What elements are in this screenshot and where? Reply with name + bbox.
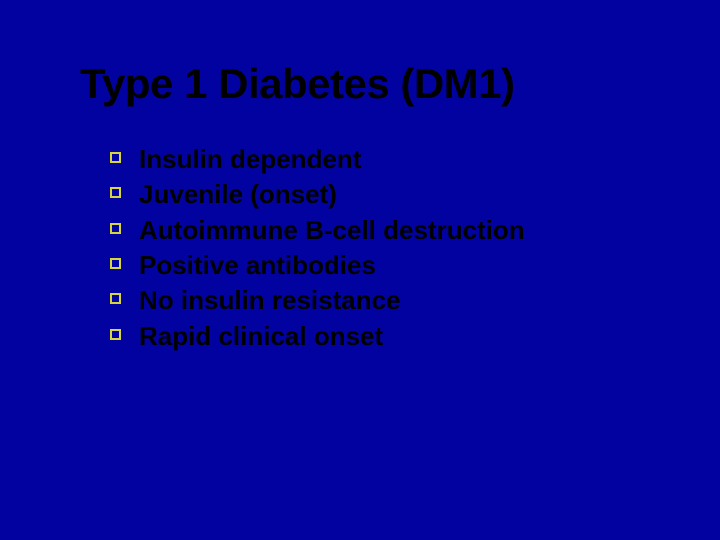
bullet-item: Juvenile (onset) bbox=[110, 177, 670, 211]
square-bullet-icon bbox=[110, 187, 121, 198]
bullet-text: Autoimmune B-cell destruction bbox=[139, 213, 670, 247]
bullet-text: Insulin dependent bbox=[139, 142, 670, 176]
bullet-text: No insulin resistance bbox=[139, 283, 670, 317]
square-bullet-icon bbox=[110, 329, 121, 340]
bullet-item: No insulin resistance bbox=[110, 283, 670, 317]
bullet-list: Insulin dependent Juvenile (onset) Autoi… bbox=[80, 142, 670, 353]
bullet-text: Positive antibodies bbox=[139, 248, 670, 282]
square-bullet-icon bbox=[110, 293, 121, 304]
square-bullet-icon bbox=[110, 258, 121, 269]
bullet-item: Insulin dependent bbox=[110, 142, 670, 176]
bullet-item: Rapid clinical onset bbox=[110, 319, 670, 353]
bullet-text: Rapid clinical onset bbox=[139, 319, 670, 353]
square-bullet-icon bbox=[110, 223, 121, 234]
bullet-text: Juvenile (onset) bbox=[139, 177, 670, 211]
square-bullet-icon bbox=[110, 152, 121, 163]
slide-title: Type 1 Diabetes (DM1) bbox=[80, 60, 670, 108]
bullet-item: Positive antibodies bbox=[110, 248, 670, 282]
bullet-item: Autoimmune B-cell destruction bbox=[110, 213, 670, 247]
slide: Type 1 Diabetes (DM1) Insulin dependent … bbox=[0, 0, 720, 540]
